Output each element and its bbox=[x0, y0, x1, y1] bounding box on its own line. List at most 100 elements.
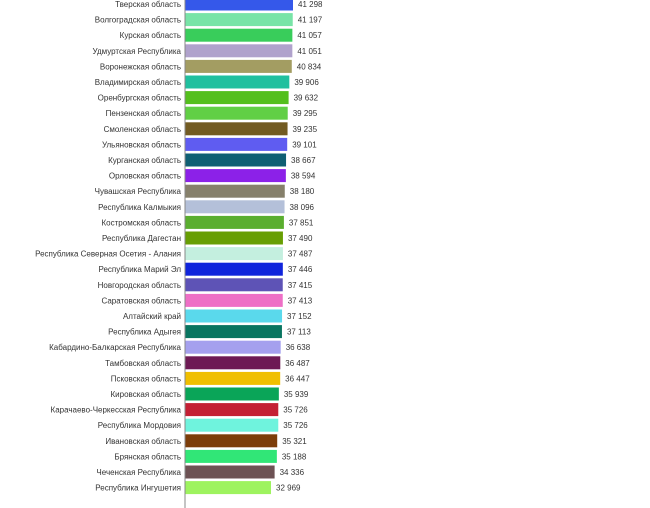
value-label: 35 939 bbox=[284, 390, 309, 399]
category-label: Чеченская Республика bbox=[96, 468, 181, 477]
category-label: Курганская область bbox=[108, 156, 181, 165]
bar bbox=[185, 137, 288, 151]
value-label: 39 235 bbox=[293, 125, 318, 134]
bar bbox=[185, 247, 283, 261]
category-label: Алтайский край bbox=[123, 312, 181, 321]
value-label: 38 594 bbox=[291, 172, 316, 181]
category-label: Республика Марий Эл bbox=[98, 265, 181, 274]
category-label: Республика Калмыкия bbox=[98, 203, 181, 212]
bars-layer bbox=[185, 0, 293, 495]
bar bbox=[185, 387, 279, 401]
category-label: Чувашская Республика bbox=[95, 187, 182, 196]
bar bbox=[185, 122, 288, 136]
bar bbox=[185, 28, 293, 42]
value-label: 37 490 bbox=[288, 234, 313, 243]
category-label: Оренбургская область bbox=[98, 94, 181, 103]
bar bbox=[185, 434, 278, 448]
bar bbox=[185, 449, 277, 463]
bar bbox=[185, 293, 283, 307]
value-label: 37 113 bbox=[287, 328, 311, 337]
bar bbox=[185, 465, 275, 479]
labels-layer: Тверская область 41 298 Волгоградская обла… bbox=[35, 0, 323, 493]
value-label: 37 487 bbox=[288, 250, 313, 259]
bar bbox=[185, 278, 283, 292]
category-label: Ульяновская область bbox=[102, 140, 181, 149]
category-label: Удмуртская Республика bbox=[93, 47, 182, 56]
category-label: Орловская область bbox=[109, 172, 181, 181]
category-label: Тверская область bbox=[115, 0, 181, 9]
category-label: Смоленская область bbox=[104, 125, 181, 134]
value-label: 38 180 bbox=[290, 187, 315, 196]
bar bbox=[185, 200, 285, 214]
value-label: 36 487 bbox=[285, 359, 310, 368]
value-label: 41 298 bbox=[298, 0, 323, 9]
bar bbox=[185, 481, 271, 495]
value-label: 35 321 bbox=[282, 437, 307, 446]
category-label: Курская область bbox=[120, 31, 181, 40]
bar bbox=[185, 106, 288, 120]
bar bbox=[185, 75, 290, 89]
value-label: 35 188 bbox=[282, 452, 307, 461]
bar bbox=[185, 418, 279, 432]
category-label: Ивановская область bbox=[105, 437, 181, 446]
value-label: 39 295 bbox=[293, 109, 318, 118]
value-label: 37 851 bbox=[289, 218, 314, 227]
bar bbox=[185, 262, 283, 276]
bar bbox=[185, 184, 285, 198]
bar bbox=[185, 309, 283, 323]
value-label: 37 446 bbox=[288, 265, 313, 274]
value-label: 36 447 bbox=[285, 374, 310, 383]
bar bbox=[185, 325, 282, 339]
category-label: Пензенская область bbox=[106, 109, 181, 118]
value-label: 38 667 bbox=[291, 156, 316, 165]
bar bbox=[185, 44, 293, 58]
value-label: 39 101 bbox=[292, 140, 317, 149]
bar bbox=[185, 340, 281, 354]
category-label: Тамбовская область bbox=[105, 359, 181, 368]
category-label: Брянская область bbox=[114, 452, 181, 461]
category-label: Кировская область bbox=[111, 390, 182, 399]
bar bbox=[185, 371, 281, 385]
value-label: 37 152 bbox=[287, 312, 312, 321]
bar bbox=[185, 59, 292, 73]
bar bbox=[185, 13, 293, 27]
category-label: Карачаево-Черкесская Республика bbox=[51, 406, 182, 415]
value-label: 35 726 bbox=[283, 406, 308, 415]
bar bbox=[185, 231, 283, 245]
category-label: Псковская область bbox=[111, 374, 181, 383]
value-label: 41 051 bbox=[297, 47, 322, 56]
category-label: Воронежская область bbox=[100, 62, 181, 71]
value-label: 39 906 bbox=[294, 78, 319, 87]
value-label: 35 726 bbox=[283, 421, 308, 430]
category-label: Владимирская область bbox=[95, 78, 181, 87]
category-label: Республика Дагестан bbox=[102, 234, 181, 243]
category-label: Республика Северная Осетия - Алания bbox=[35, 250, 181, 259]
bar bbox=[185, 403, 279, 417]
value-label: 36 638 bbox=[286, 343, 311, 352]
value-label: 40 834 bbox=[297, 62, 322, 71]
value-label: 37 413 bbox=[288, 296, 313, 305]
bar bbox=[185, 169, 286, 183]
bar bbox=[185, 153, 287, 167]
category-label: Волгоградская область bbox=[95, 16, 181, 25]
bar bbox=[185, 91, 289, 105]
value-label: 37 415 bbox=[288, 281, 313, 290]
value-label: 34 336 bbox=[280, 468, 305, 477]
category-label: Новгородская область bbox=[98, 281, 181, 290]
category-label: Костромская область bbox=[102, 218, 181, 227]
value-label: 41 197 bbox=[298, 16, 323, 25]
bar bbox=[185, 0, 293, 11]
category-label: Республика Ингушетия bbox=[95, 484, 181, 493]
category-label: Саратовская область bbox=[101, 296, 181, 305]
value-label: 32 969 bbox=[276, 484, 301, 493]
value-label: 39 632 bbox=[294, 94, 319, 103]
value-label: 41 057 bbox=[297, 31, 322, 40]
category-label: Республика Мордовия bbox=[98, 421, 181, 430]
bar bbox=[185, 215, 284, 229]
value-label: 38 096 bbox=[290, 203, 315, 212]
category-label: Республика Адыгея bbox=[108, 328, 181, 337]
bar bbox=[185, 356, 281, 370]
category-label: Кабардино-Балкарская Республика bbox=[49, 343, 181, 352]
